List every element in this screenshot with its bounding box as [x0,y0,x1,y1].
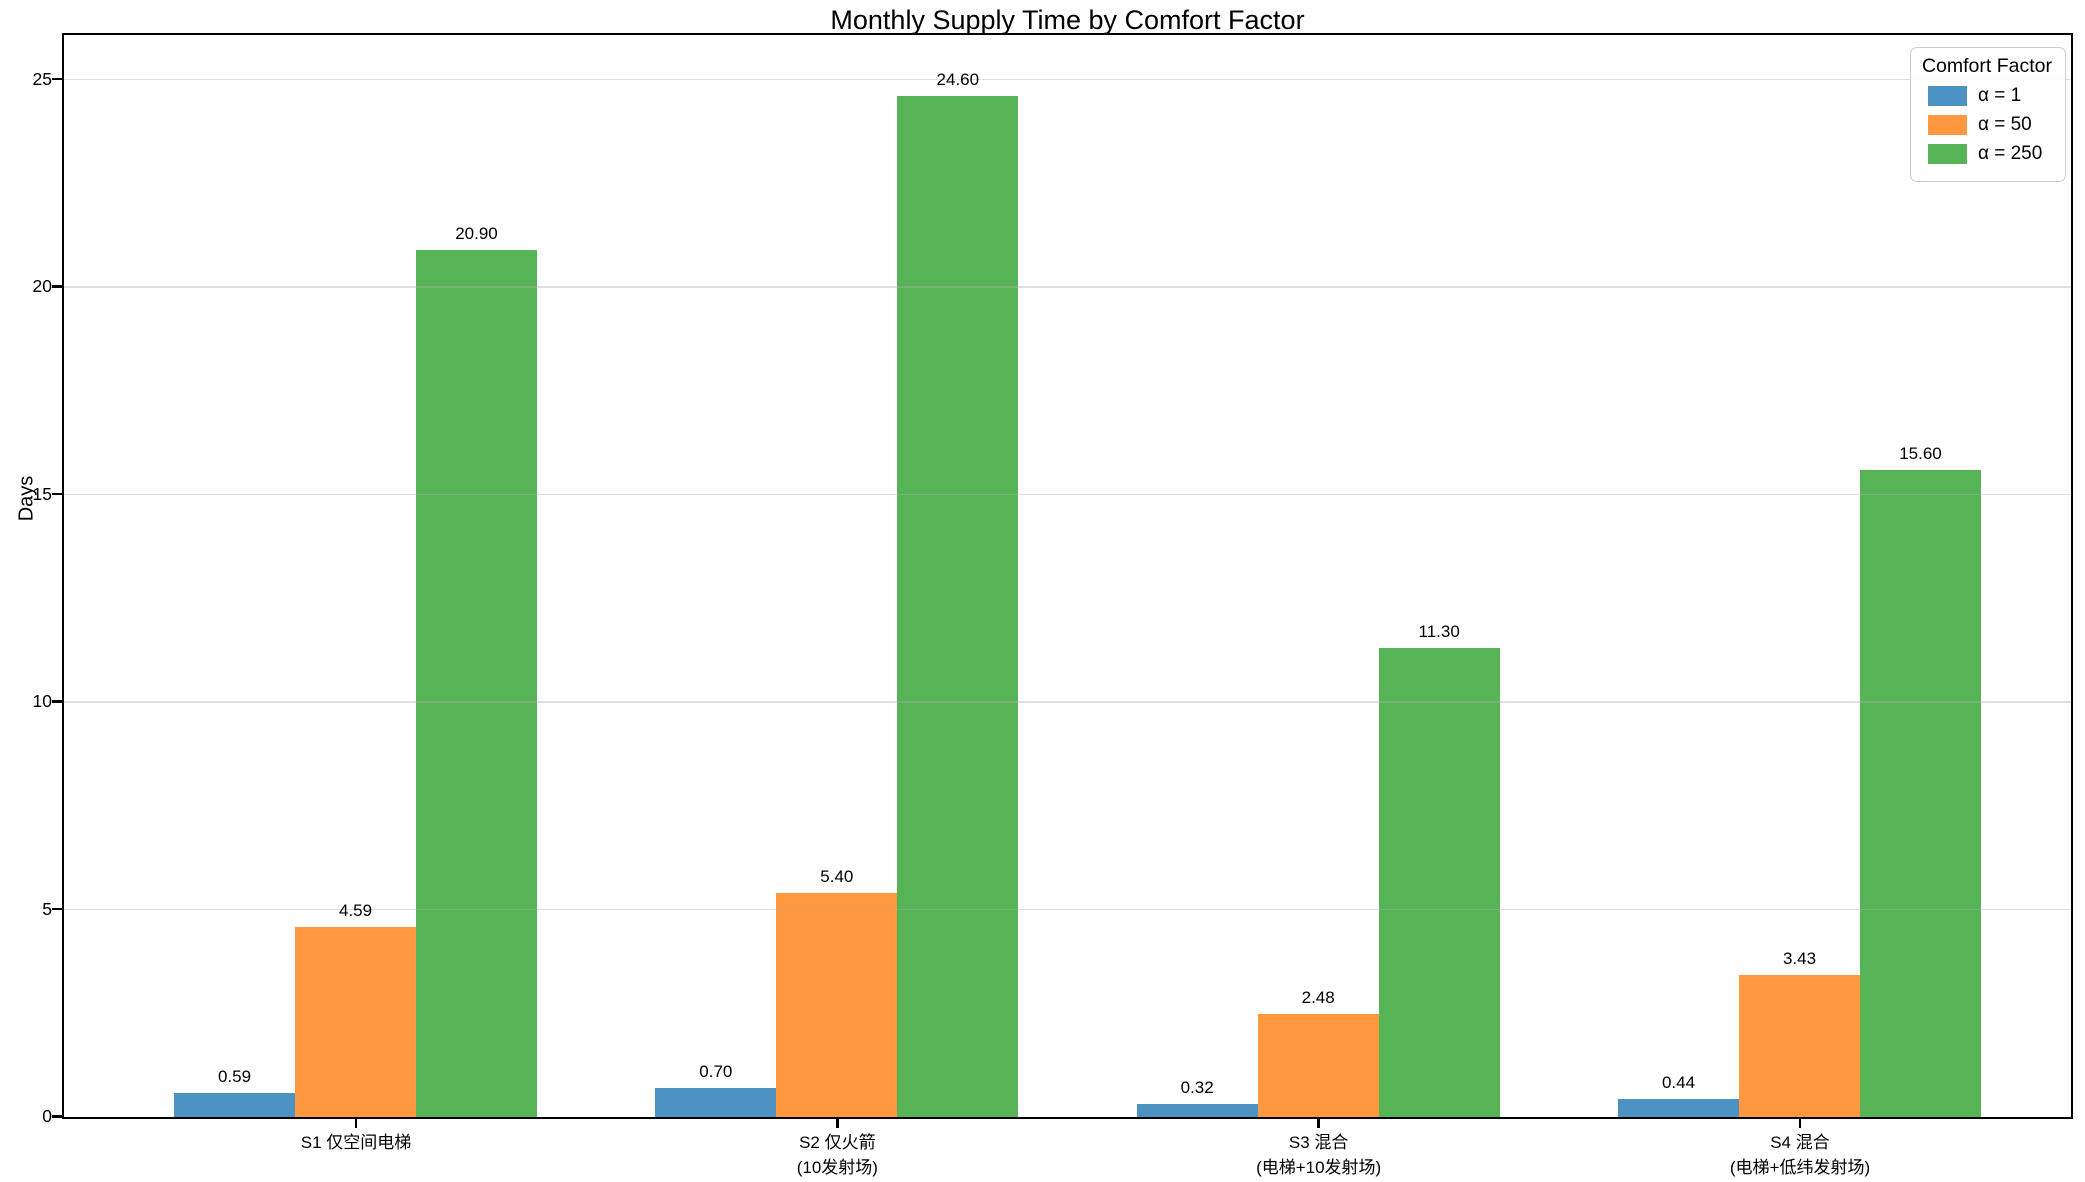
x-tick-label: S3 混合 (电梯+10发射场) [1256,1133,1382,1177]
gridline [64,908,2071,911]
x-tick-label: S2 仅火箭 (10发射场) [796,1133,878,1177]
bar-group4-series2 [1738,974,1860,1117]
bar-value-label: 0.32 [1180,1077,1214,1097]
legend-entries: α = 1 α = 50 α = 250 [1922,85,2052,165]
bar-value-label: 0.59 [217,1066,252,1086]
bar-value-label: 3.43 [1782,948,1817,968]
chart-title: Monthly Supply Time by Comfort Factor [830,5,1305,35]
y-tick-label: 10 [32,691,52,712]
gridline [64,286,2071,288]
y-tick-label: 20 [32,276,52,297]
gridline [64,701,2071,703]
bar-group1-series3 [416,249,537,1117]
plot-area: 0.59 4.59 20.90 0.70 5.40 24.60 0.32 2.48 11.30 0… [62,33,2073,1119]
bar-group2-series3 [897,96,1019,1117]
legend-entry: α = 1 [1927,85,2050,107]
y-tick-mark [52,285,62,288]
bar-value-label: 20.90 [455,223,498,243]
bar-value-label: 0.44 [1661,1072,1696,1092]
y-tick-label: 0 [42,1106,52,1126]
legend-entry-label: α = 1 [1977,85,2022,106]
x-tick-mark [1798,1119,1802,1128]
y-tick-mark [52,77,62,81]
y-tick-label: 25 [32,68,52,89]
bar-value-label: 5.40 [820,866,854,886]
legend-swatch [1927,86,1967,106]
bar-group1-series1 [174,1092,295,1117]
bar-group4-series1 [1617,1098,1739,1117]
bar-group2-series1 [655,1087,777,1117]
bar-group3-series2 [1257,1014,1379,1117]
bar-group1-series2 [295,926,416,1117]
bar-value-label: 11.30 [1418,622,1460,642]
legend-entry: α = 250 [1927,143,2050,165]
bar-group3-series3 [1378,648,1500,1117]
bar-value-label: 2.48 [1301,988,1335,1008]
bar-value-label: 24.60 [936,70,980,90]
bar-group3-series1 [1136,1103,1258,1117]
gridline [64,78,2071,81]
x-tick-label: S4 混合 (电梯+低纬发射场) [1729,1133,1871,1177]
x-tick-mark [1317,1119,1320,1128]
bar-value-label: 4.59 [338,900,373,920]
y-tick-label: 5 [42,898,52,919]
legend-swatch [1927,115,1967,135]
y-tick-label: 15 [32,483,52,504]
y-tick-mark [52,492,62,496]
legend-entry-label: α = 50 [1977,114,2032,135]
legend-entry: α = 50 [1927,114,2050,136]
gridline [64,493,2071,496]
x-tick-mark [354,1119,358,1128]
y-tick-mark [52,1115,62,1118]
bar-group2-series2 [776,892,898,1117]
bar-group4-series3 [1859,469,1981,1117]
legend: Comfort Factor α = 1 α = 50 α = 250 [1909,47,2066,182]
legend-title: Comfort Factor [1921,55,2052,77]
y-tick-mark [52,700,62,703]
bar-value-label: 0.70 [699,1061,733,1081]
legend-swatch [1927,144,1967,164]
y-tick-mark [52,907,62,911]
x-tick-label: S1 仅空间电梯 [300,1133,412,1152]
legend-entry-label: α = 250 [1977,143,2043,164]
bar-value-label: 15.60 [1899,443,1942,463]
x-tick-mark [836,1119,839,1128]
